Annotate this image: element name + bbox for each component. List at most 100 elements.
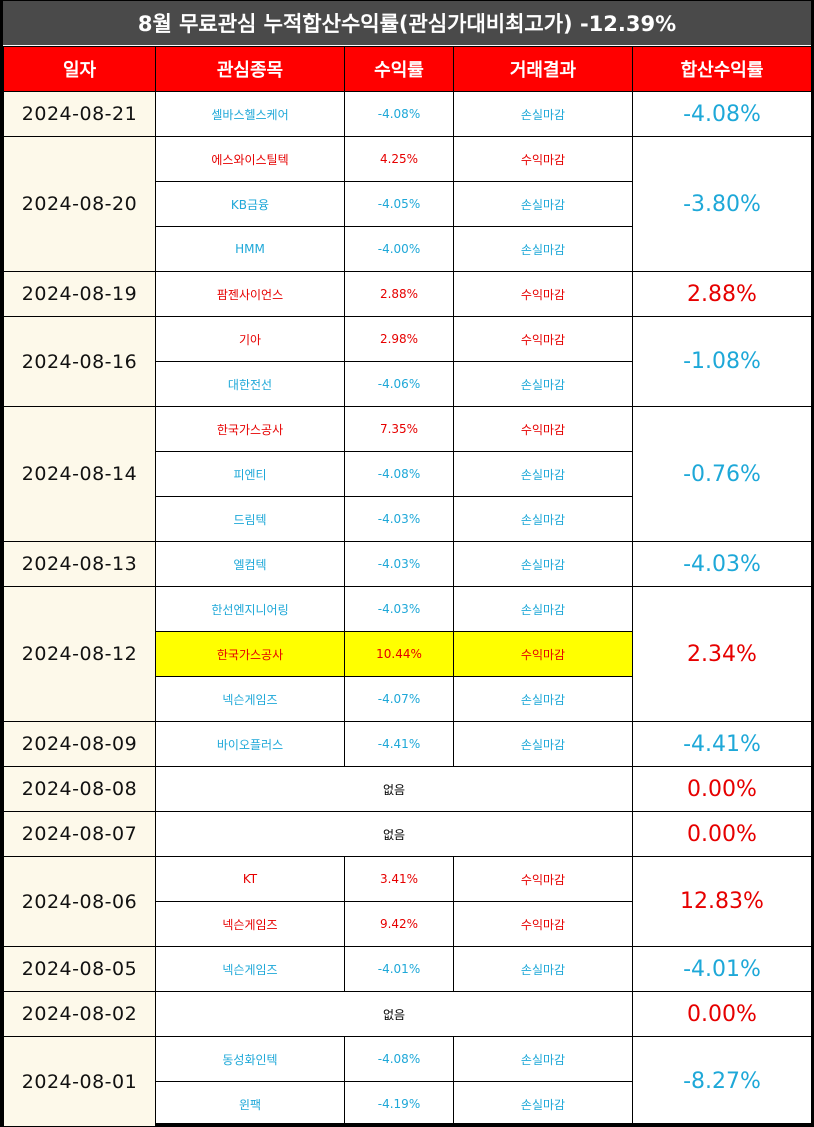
table-row: 2024-08-09 바이오플러스 -4.41% 손실마감 -4.41% (3, 721, 812, 767)
table-row: 2024-08-13 엘컴텍 -4.03% 손실마감 -4.03% (3, 541, 812, 587)
stock-name-cell: 대한전선 (155, 361, 345, 407)
table-row: 2024-08-02 없음 0.00% (3, 991, 812, 1037)
date-cell: 2024-08-02 (3, 991, 156, 1037)
total-return-cell: -4.01% (632, 946, 812, 992)
total-return-cell: 0.00% (632, 991, 812, 1037)
stock-name-cell: 드림텍 (155, 496, 345, 542)
stock-name-cell: 넥슨게임즈 (155, 901, 345, 947)
table-row: 피엔티 -4.08% 손실마감 (4, 451, 812, 497)
result-cell: 수익마감 (453, 406, 633, 452)
total-return-cell: -3.80% (632, 136, 812, 272)
return-cell: -4.05% (344, 181, 454, 227)
result-cell: 손실마감 (453, 676, 633, 722)
stock-name-cell: 동성화인텍 (155, 1036, 345, 1082)
result-cell: 수익마감 (453, 316, 633, 362)
returns-table: 일자 관심종목 수익률 거래결과 합산수익률 2024-08-21 셀바스헬스케어… (3, 46, 812, 1127)
total-return-cell: 12.83% (632, 856, 812, 947)
result-cell: 손실마감 (453, 586, 633, 632)
return-cell: 10.44% (344, 631, 454, 677)
total-return-cell: 2.88% (632, 271, 812, 317)
no-stock-cell: 없음 (155, 991, 633, 1037)
stock-name-cell: 한국가스공사 (155, 406, 345, 452)
header-result: 거래결과 (453, 46, 633, 92)
date-cell: 2024-08-07 (3, 811, 156, 857)
table-row: 대한전선 -4.06% 손실마감 (4, 361, 812, 407)
stock-name-cell: 엘컴텍 (155, 541, 345, 587)
return-cell: -4.08% (344, 1036, 454, 1082)
return-cell: -4.41% (344, 721, 454, 767)
total-return-cell: -4.08% (632, 91, 812, 137)
return-cell: 3.41% (344, 856, 454, 902)
stock-name-cell: 셀바스헬스케어 (155, 91, 345, 137)
return-cell: -4.19% (344, 1081, 454, 1127)
table-body: 2024-08-21 셀바스헬스케어 -4.08% 손실마감 -4.08% 2024-08… (3, 91, 812, 1127)
table-row: 2024-08-21 셀바스헬스케어 -4.08% 손실마감 -4.08% (3, 91, 812, 137)
return-cell: 7.35% (344, 406, 454, 452)
total-return-cell: -4.03% (632, 541, 812, 587)
stock-name-cell: 기아 (155, 316, 345, 362)
stock-name-cell: 피엔티 (155, 451, 345, 497)
header-date: 일자 (3, 46, 156, 92)
header-total: 합산수익률 (632, 46, 812, 92)
result-cell: 손실마감 (453, 1036, 633, 1082)
date-cell: 2024-08-21 (3, 91, 156, 137)
stock-name-cell: HMM (155, 226, 345, 272)
table-row: 2024-08-05 넥슨게임즈 -4.01% 손실마감 -4.01% (3, 946, 812, 992)
result-cell: 손실마감 (453, 181, 633, 227)
return-cell: 9.42% (344, 901, 454, 947)
return-cell: 2.98% (344, 316, 454, 362)
table-row: 넥슨게임즈 -4.07% 손실마감 (4, 676, 812, 722)
date-cell: 2024-08-13 (3, 541, 156, 587)
result-cell: 손실마감 (453, 91, 633, 137)
stock-name-cell: 한국가스공사 (155, 631, 345, 677)
table-row: 2024-08-19 팜젠사이언스 2.88% 수익마감 2.88% (3, 271, 812, 317)
result-cell: 수익마감 (453, 271, 633, 317)
return-cell: -4.06% (344, 361, 454, 407)
result-cell: 수익마감 (453, 631, 633, 677)
date-cell: 2024-08-16 (3, 316, 156, 407)
return-cell: -4.08% (344, 451, 454, 497)
result-cell: 수익마감 (453, 901, 633, 947)
result-cell: 손실마감 (453, 361, 633, 407)
header-return: 수익률 (344, 46, 454, 92)
date-cell: 2024-08-08 (3, 766, 156, 812)
total-return-cell: -0.76% (632, 406, 812, 542)
result-cell: 손실마감 (453, 1081, 633, 1127)
date-cell: 2024-08-12 (3, 586, 156, 722)
result-cell: 손실마감 (453, 226, 633, 272)
table-row: 2024-08-01 동성화인텍 -4.08% 손실마감 -8.27% (3, 1036, 812, 1127)
stock-name-cell: KB금융 (155, 181, 345, 227)
stock-name-cell: 한선엔지니어링 (155, 586, 345, 632)
no-stock-cell: 없음 (155, 811, 633, 857)
date-cell: 2024-08-19 (3, 271, 156, 317)
total-return-cell: -1.08% (632, 316, 812, 407)
header-row: 일자 관심종목 수익률 거래결과 합산수익률 (3, 46, 812, 92)
return-cell: 2.88% (344, 271, 454, 317)
header-stock: 관심종목 (155, 46, 345, 92)
total-return-cell: -8.27% (632, 1036, 812, 1127)
table-row: 윈팩 -4.19% 손실마감 (4, 1081, 812, 1127)
table-row: HMM -4.00% 손실마감 (4, 226, 812, 272)
stock-name-cell: 팜젠사이언스 (155, 271, 345, 317)
table-row: 2024-08-16 기아 2.98% 수익마감 -1.08% (3, 316, 812, 407)
return-cell: -4.01% (344, 946, 454, 992)
table-row: 2024-08-07 없음 0.00% (3, 811, 812, 857)
return-cell: -4.07% (344, 676, 454, 722)
result-cell: 손실마감 (453, 496, 633, 542)
table-row: 2024-08-14 한국가스공사 7.35% 수익마감 -0.76% (3, 406, 812, 542)
table-row: 2024-08-12 한선엔지니어링 -4.03% 손실마감 2.34% (3, 586, 812, 722)
date-cell: 2024-08-05 (3, 946, 156, 992)
date-cell: 2024-08-20 (3, 136, 156, 272)
result-cell: 수익마감 (453, 136, 633, 182)
total-return-cell: 0.00% (632, 766, 812, 812)
returns-sheet: 8월 무료관심 누적합산수익률(관심가대비최고가) -12.39% 일자 관심종… (3, 1, 812, 1127)
stock-name-cell: 넥슨게임즈 (155, 946, 345, 992)
page-title: 8월 무료관심 누적합산수익률(관심가대비최고가) -12.39% (3, 1, 811, 45)
date-cell: 2024-08-06 (3, 856, 156, 947)
return-cell: -4.08% (344, 91, 454, 137)
result-cell: 수익마감 (453, 856, 633, 902)
table-row: KB금융 -4.05% 손실마감 (4, 181, 812, 227)
table-row: 2024-08-20 에스와이스틸텍 4.25% 수익마감 -3.80% (3, 136, 812, 272)
table-row: 한국가스공사 10.44% 수익마감 (4, 631, 812, 677)
return-cell: 4.25% (344, 136, 454, 182)
